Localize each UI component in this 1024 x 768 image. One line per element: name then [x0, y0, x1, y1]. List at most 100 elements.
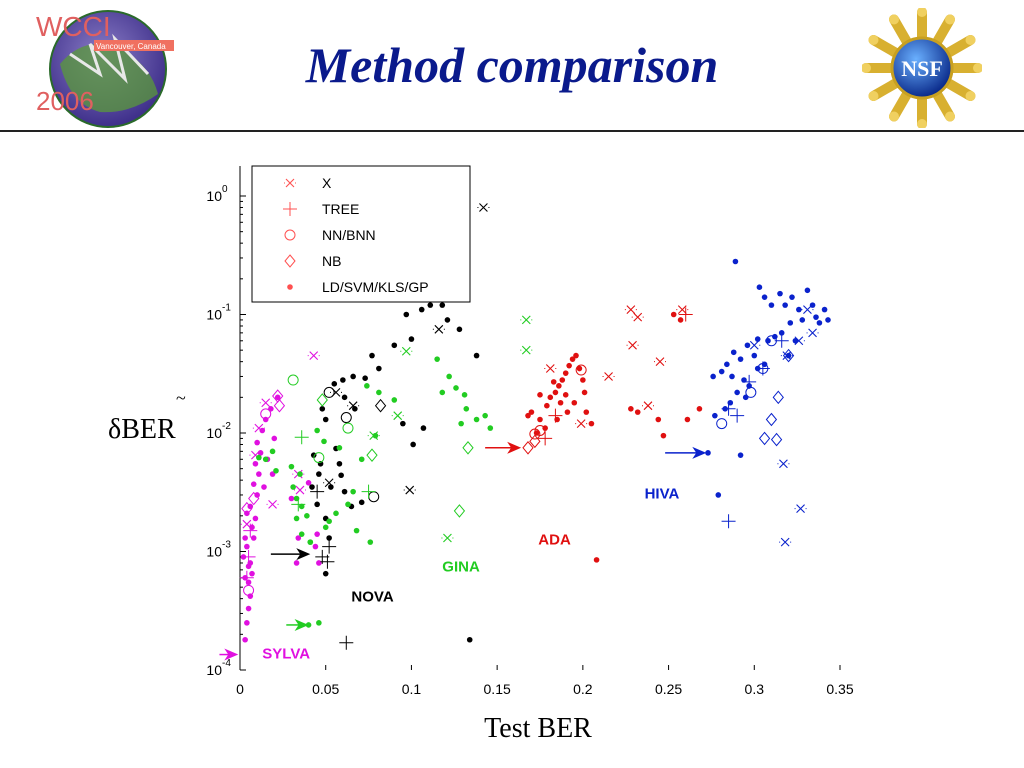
data-point-dot: [298, 503, 305, 510]
legend-marker-circle: [284, 229, 296, 241]
data-point-dot: [376, 365, 382, 372]
data-point-diamond: [316, 393, 328, 407]
data-point-x: [307, 351, 320, 360]
data-point-circle: [323, 386, 335, 398]
nsf-rays: [862, 8, 982, 128]
y-axis-label-accent: ~: [176, 388, 186, 408]
data-point-dot: [391, 397, 398, 403]
data-point-dot: [364, 383, 370, 389]
data-point-x: [441, 533, 454, 543]
data-point-x: [777, 459, 790, 469]
data-point-x: [323, 478, 336, 488]
data-point-dot: [305, 479, 312, 486]
data-point-plus: [721, 401, 736, 416]
y-tick-exponent: -1: [222, 303, 231, 314]
data-point-dot: [362, 375, 368, 382]
data-point-x: [626, 340, 639, 350]
dataset-label: NOVA: [351, 588, 393, 605]
data-point-dot: [298, 531, 305, 537]
data-point-dot: [259, 427, 266, 434]
nsf-ray-tip: [973, 63, 982, 73]
data-point-plus: [291, 497, 306, 512]
x-marker-stroke: [348, 401, 358, 411]
data-point-dot: [705, 450, 711, 456]
data-point-diamond: [758, 431, 771, 446]
data-point-dot: [562, 392, 569, 398]
x-marker-stroke: [808, 328, 817, 338]
data-point-dot: [341, 488, 348, 495]
x-axis-label: Test BER: [484, 713, 592, 744]
data-point-dot: [369, 352, 375, 359]
data-point-diamond: [462, 441, 474, 455]
x-marker-stroke: [401, 346, 411, 356]
data-point-dot: [326, 535, 332, 541]
data-point-plus: [538, 431, 553, 446]
data-point-dot: [418, 306, 425, 313]
data-point-dot: [319, 406, 326, 412]
x-tick-label: 0.15: [484, 681, 511, 697]
data-point-dot: [245, 563, 252, 570]
nsf-ray-tip: [862, 63, 871, 73]
data-point-x: [642, 401, 654, 411]
data-point-dot: [376, 389, 382, 396]
nsf-ray-tip: [889, 111, 899, 122]
y-tick-exponent: -4: [222, 658, 231, 669]
nsf-ray-tip: [945, 14, 955, 25]
data-point-plus: [678, 307, 693, 322]
nsf-ray-tip: [965, 91, 976, 101]
data-point-plus: [322, 539, 337, 554]
x-marker-stroke: [369, 431, 379, 441]
data-point-dot: [528, 409, 535, 415]
legend-label: NB: [322, 253, 341, 269]
data-point-dot: [463, 406, 470, 412]
data-point-x: [391, 411, 404, 421]
data-point-dot: [338, 472, 344, 479]
data-point-circle: [716, 418, 728, 430]
dataset-label: HIVA: [645, 486, 680, 503]
data-point-x: [403, 485, 416, 495]
data-point-dot: [322, 416, 329, 423]
data-point-plus: [742, 374, 757, 389]
data-point-dot: [813, 314, 819, 320]
data-point-dot: [677, 317, 684, 323]
x-marker-stroke: [782, 351, 792, 360]
data-point-dot: [316, 560, 322, 566]
data-point-plus: [361, 484, 376, 499]
data-point-dot: [242, 636, 248, 643]
data-point-x: [520, 315, 533, 325]
legend-label: TREE: [322, 201, 359, 217]
data-point-x: [520, 345, 533, 355]
data-point-dot: [391, 342, 398, 349]
data-point-dot: [309, 484, 315, 490]
data-point-dot: [715, 492, 722, 498]
data-point-circle: [575, 364, 587, 376]
nsf-ray-tip: [917, 8, 927, 17]
x-marker-stroke: [628, 340, 637, 350]
data-point-dot: [634, 409, 641, 415]
data-point-dot: [742, 394, 749, 401]
data-point-dot: [461, 392, 468, 398]
dataset-arrow-head: [692, 446, 707, 459]
data-point-dot: [352, 406, 358, 412]
data-point-dot: [256, 471, 262, 477]
x-marker-stroke: [803, 305, 812, 314]
data-point-dot: [242, 535, 248, 541]
data-point-dot: [288, 463, 295, 470]
data-point-dot: [350, 373, 356, 380]
dataset-gina: GINA: [256, 315, 533, 631]
data-point-dot: [427, 302, 434, 308]
data-point-dot: [254, 492, 260, 498]
x-marker-stroke: [643, 401, 653, 411]
data-point-plus: [339, 635, 354, 650]
data-point-dot: [552, 389, 559, 396]
data-point-dot: [262, 456, 269, 463]
data-point-circle: [529, 428, 541, 440]
data-point-dot: [252, 515, 259, 522]
data-point-diamond: [765, 412, 778, 427]
chart-legend: X TREE NN/BNN NB LD/SVM/KLS/GP: [251, 165, 471, 303]
data-point-dot: [340, 377, 346, 383]
data-point-dot: [580, 377, 586, 383]
data-point-x: [794, 504, 807, 514]
data-point-circle: [368, 491, 380, 503]
data-point-plus: [721, 514, 736, 529]
